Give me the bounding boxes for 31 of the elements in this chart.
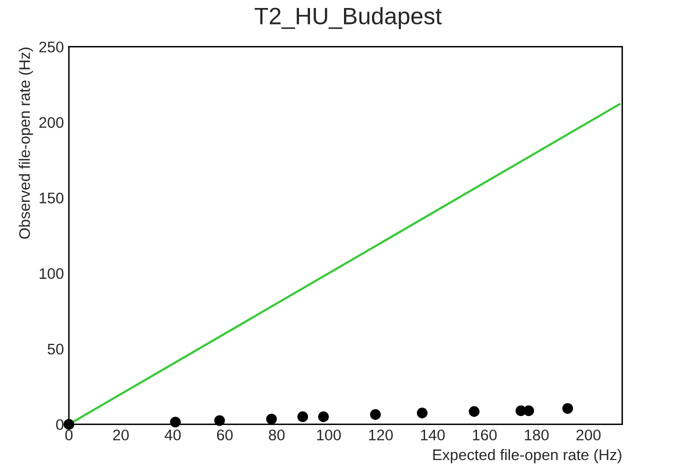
point xyxy=(562,403,574,414)
point xyxy=(214,415,225,426)
x-tick-label: 180 xyxy=(524,430,549,440)
x-tick-label: 60 xyxy=(217,430,233,440)
x-tick-label: 120 xyxy=(369,430,393,440)
chart-title: T2_HU_Budapest xyxy=(254,7,442,30)
y-axis-title: Observed file-open rate (Hz) xyxy=(18,48,33,239)
x-tick-label: 140 xyxy=(421,430,445,440)
x-tick-label: 40 xyxy=(164,430,181,440)
y-tick-label: 0 xyxy=(56,419,64,430)
y-tick-label: 50 xyxy=(48,344,64,354)
x-tick-label: 100 xyxy=(317,430,341,440)
x-tick-label: 0 xyxy=(65,430,73,440)
y-tick-label: 200 xyxy=(39,117,64,128)
x-tick-label: 20 xyxy=(113,430,129,440)
point xyxy=(297,411,308,422)
point xyxy=(170,416,181,428)
point xyxy=(318,411,329,422)
point xyxy=(523,405,534,416)
point xyxy=(266,414,277,424)
x-tick-label: 200 xyxy=(576,430,601,440)
point xyxy=(468,406,480,417)
y-tick-label: 100 xyxy=(40,268,64,279)
x-tick-label: 160 xyxy=(472,430,497,440)
x-tick-label: 80 xyxy=(268,430,285,440)
point xyxy=(370,409,381,420)
point xyxy=(64,418,74,430)
y-tick-label: 150 xyxy=(40,192,64,204)
x-axis-title: Expected file-open rate (Hz) xyxy=(433,448,622,464)
point xyxy=(416,408,428,418)
y-tick-label: 250 xyxy=(39,42,64,52)
